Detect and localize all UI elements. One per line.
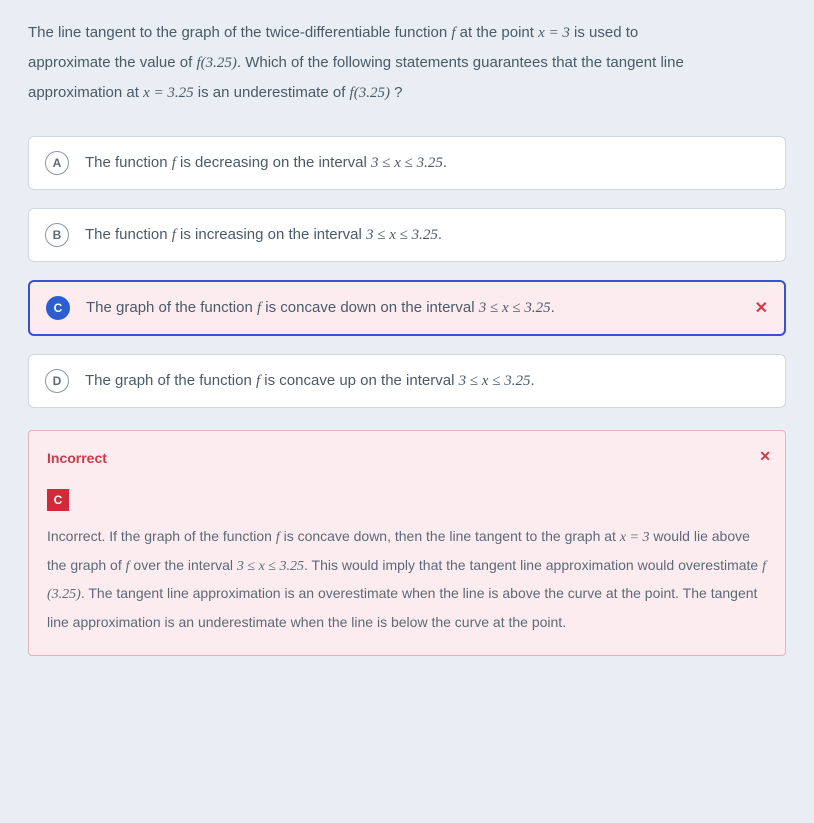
- q-math-eq: x = 3.25: [143, 85, 194, 101]
- question-stem: The line tangent to the graph of the twi…: [28, 18, 786, 108]
- option-letter: A: [45, 151, 69, 175]
- feedback-body: Incorrect. If the graph of the function …: [47, 523, 767, 635]
- q-text: The line tangent to the graph of the twi…: [28, 24, 451, 41]
- answer-badge: C: [47, 489, 69, 511]
- option-text: The function f is increasing on the inte…: [85, 226, 442, 244]
- q-text: is used to: [570, 24, 638, 41]
- q-math-eq: x = 3: [538, 25, 570, 41]
- q-math-fx: f(3.25): [196, 55, 236, 71]
- feedback-title: Incorrect: [47, 445, 767, 472]
- option-letter: C: [46, 296, 70, 320]
- q-text: at the point: [456, 24, 539, 41]
- incorrect-x-icon: ✕: [755, 298, 768, 318]
- close-icon[interactable]: ✕: [759, 443, 771, 470]
- option-text: The graph of the function f is concave d…: [86, 299, 555, 317]
- option-c[interactable]: C The graph of the function f is concave…: [28, 280, 786, 336]
- option-letter: D: [45, 369, 69, 393]
- q-text: . Which of the following statements guar…: [237, 54, 684, 71]
- q-math-fx: f(3.25): [350, 85, 390, 101]
- feedback-panel: Incorrect ✕ C Incorrect. If the graph of…: [28, 430, 786, 656]
- option-d[interactable]: D The graph of the function f is concave…: [28, 354, 786, 408]
- option-b[interactable]: B The function f is increasing on the in…: [28, 208, 786, 262]
- option-text: The graph of the function f is concave u…: [85, 372, 535, 390]
- q-text: is an underestimate of: [194, 84, 350, 101]
- q-text: ?: [390, 84, 403, 101]
- option-text: The function f is decreasing on the inte…: [85, 154, 447, 172]
- q-text: approximation at: [28, 84, 143, 101]
- q-text: approximate the value of: [28, 54, 196, 71]
- option-letter: B: [45, 223, 69, 247]
- option-a[interactable]: A The function f is decreasing on the in…: [28, 136, 786, 190]
